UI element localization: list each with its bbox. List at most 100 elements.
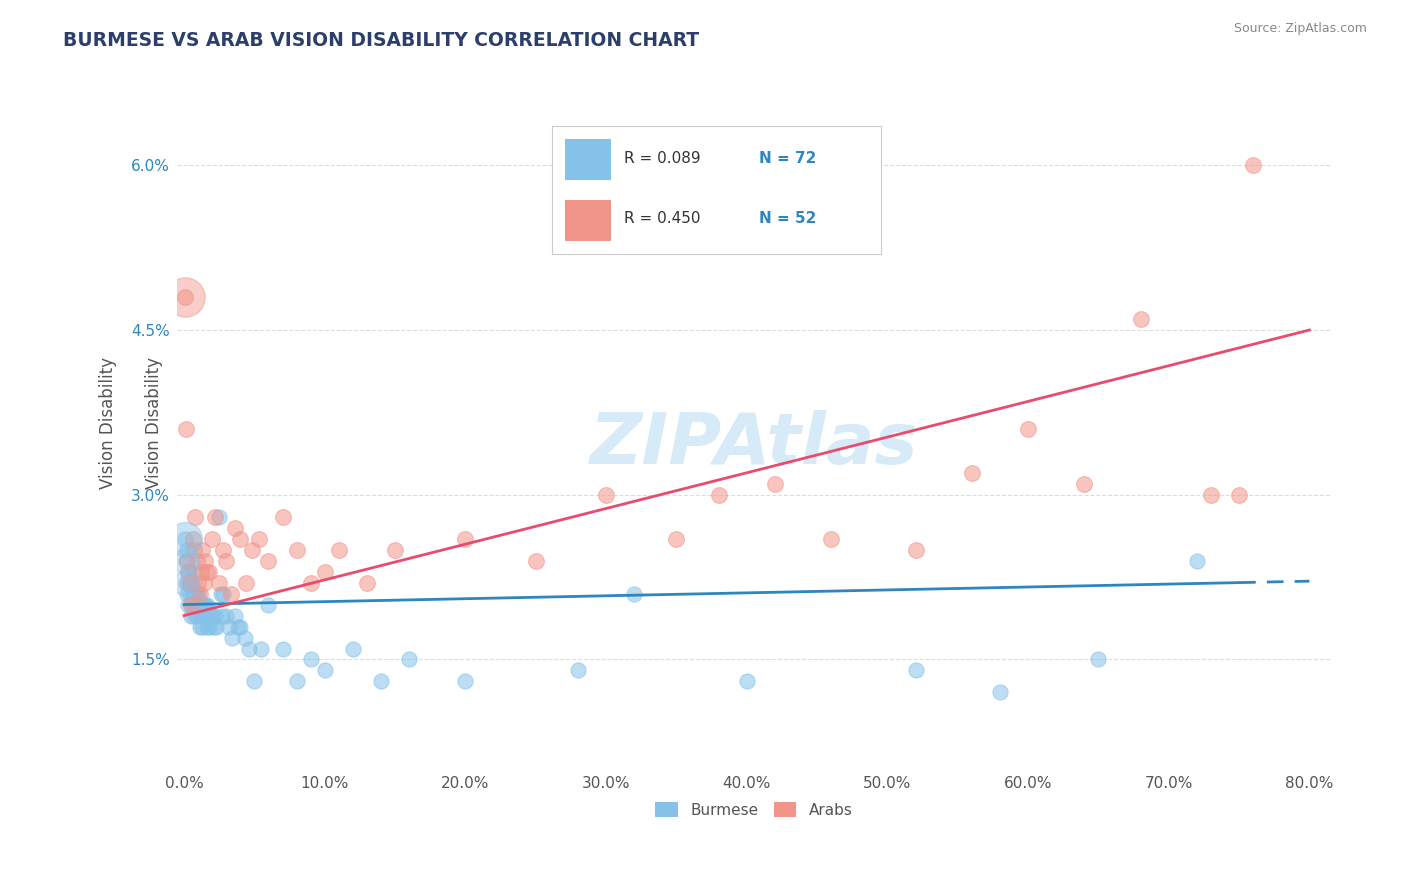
- Point: [200, 608, 222, 623]
- Point: [174, 554, 197, 568]
- Point: [257, 598, 280, 612]
- Point: [184, 598, 207, 612]
- Text: ZIPAtlas: ZIPAtlas: [589, 409, 918, 479]
- Point: [183, 542, 205, 557]
- Point: [204, 608, 226, 623]
- Point: [524, 554, 547, 568]
- Point: [195, 598, 218, 612]
- Point: [988, 685, 1011, 699]
- Point: [177, 565, 200, 579]
- Point: [226, 619, 249, 633]
- Point: [960, 466, 983, 480]
- Point: [195, 619, 218, 633]
- Point: [173, 290, 195, 304]
- Point: [370, 674, 392, 689]
- Point: [314, 664, 336, 678]
- Point: [1017, 422, 1039, 436]
- Point: [250, 641, 273, 656]
- Point: [193, 598, 215, 612]
- Point: [1073, 476, 1095, 491]
- Point: [190, 598, 212, 612]
- Point: [179, 575, 201, 590]
- Text: Source: ZipAtlas.com: Source: ZipAtlas.com: [1233, 22, 1367, 36]
- Y-axis label: Vision Disability: Vision Disability: [100, 358, 117, 490]
- Point: [454, 532, 477, 546]
- Point: [179, 586, 201, 600]
- Point: [188, 586, 211, 600]
- Point: [204, 509, 226, 524]
- Point: [181, 586, 204, 600]
- Point: [201, 532, 224, 546]
- Point: [271, 641, 294, 656]
- Point: [186, 586, 208, 600]
- Legend: Burmese, Arabs: Burmese, Arabs: [650, 796, 859, 824]
- Point: [177, 598, 200, 612]
- Point: [190, 565, 212, 579]
- Point: [188, 619, 211, 633]
- Point: [567, 664, 589, 678]
- Point: [224, 521, 246, 535]
- Point: [221, 631, 243, 645]
- Point: [194, 554, 217, 568]
- Point: [1241, 158, 1264, 172]
- Point: [208, 575, 231, 590]
- Point: [174, 554, 197, 568]
- Point: [187, 586, 209, 600]
- Point: [186, 554, 208, 568]
- Point: [356, 575, 378, 590]
- Point: [198, 565, 221, 579]
- Point: [177, 575, 200, 590]
- Point: [342, 641, 364, 656]
- Point: [212, 586, 235, 600]
- Point: [202, 619, 225, 633]
- Point: [257, 554, 280, 568]
- Point: [186, 608, 208, 623]
- Point: [173, 532, 195, 546]
- Point: [211, 608, 233, 623]
- Point: [285, 542, 308, 557]
- Point: [218, 619, 240, 633]
- Point: [184, 586, 207, 600]
- Point: [299, 575, 322, 590]
- Point: [707, 488, 730, 502]
- Point: [176, 586, 198, 600]
- Point: [188, 598, 211, 612]
- Point: [665, 532, 688, 546]
- Y-axis label: Vision Disability: Vision Disability: [145, 358, 163, 490]
- Point: [735, 674, 758, 689]
- Point: [184, 509, 207, 524]
- Point: [238, 641, 260, 656]
- Point: [198, 619, 221, 633]
- Point: [328, 542, 350, 557]
- Point: [229, 532, 252, 546]
- Point: [173, 290, 195, 304]
- Point: [195, 565, 218, 579]
- Point: [197, 608, 219, 623]
- Point: [215, 608, 238, 623]
- Point: [904, 542, 927, 557]
- Point: [1227, 488, 1250, 502]
- Point: [904, 664, 927, 678]
- Point: [243, 674, 266, 689]
- Point: [194, 608, 217, 623]
- Point: [208, 509, 231, 524]
- Point: [314, 565, 336, 579]
- Point: [176, 554, 198, 568]
- Point: [235, 575, 257, 590]
- Text: BURMESE VS ARAB VISION DISABILITY CORRELATION CHART: BURMESE VS ARAB VISION DISABILITY CORREL…: [63, 31, 699, 50]
- Point: [820, 532, 842, 546]
- Point: [384, 542, 406, 557]
- Point: [454, 674, 477, 689]
- Point: [299, 652, 322, 666]
- Point: [194, 598, 217, 612]
- Point: [174, 575, 197, 590]
- Point: [179, 575, 201, 590]
- Point: [181, 565, 204, 579]
- Point: [176, 542, 198, 557]
- Point: [190, 608, 212, 623]
- Point: [180, 575, 202, 590]
- Point: [187, 598, 209, 612]
- Point: [183, 586, 205, 600]
- Point: [595, 488, 617, 502]
- Point: [191, 598, 214, 612]
